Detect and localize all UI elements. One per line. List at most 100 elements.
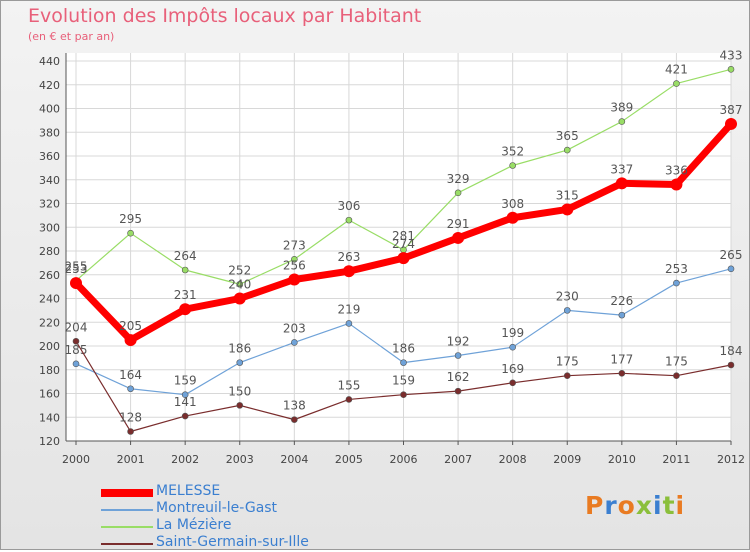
data-point-melesse [288, 273, 301, 286]
logo-letter: i [653, 491, 663, 520]
y-tick-label: 180 [39, 364, 60, 377]
data-label-la-m-zi-re: 421 [665, 63, 688, 77]
data-label-la-m-zi-re: 252 [228, 263, 251, 277]
x-tick-label: 2006 [390, 453, 418, 466]
data-point-melesse [70, 277, 82, 290]
data-label-melesse: 315 [556, 188, 579, 202]
data-label-saint-germain-sur-ille: 159 [392, 374, 415, 388]
data-point-melesse [506, 211, 519, 224]
data-point-montreuil-le-gast [673, 279, 680, 287]
data-label-la-m-zi-re: 389 [610, 101, 633, 115]
data-point-saint-germain-sur-ille [400, 391, 407, 398]
legend-swatch [101, 489, 153, 497]
data-point-la-m-zi-re [454, 189, 462, 197]
data-label-la-m-zi-re: 273 [283, 238, 306, 252]
data-point-melesse [561, 203, 574, 216]
data-point-montreuil-le-gast [291, 339, 298, 346]
legend-label: La Mézière [156, 517, 232, 533]
data-label-montreuil-le-gast: 219 [337, 302, 360, 316]
data-label-la-m-zi-re: 281 [392, 229, 415, 243]
data-point-montreuil-le-gast [727, 265, 735, 273]
y-tick-label: 240 [39, 293, 60, 306]
data-point-saint-germain-sur-ille [72, 337, 80, 345]
x-tick-label: 2010 [608, 453, 636, 466]
data-point-saint-germain-sur-ille [127, 428, 134, 435]
data-label-montreuil-le-gast: 226 [610, 294, 633, 308]
data-point-melesse [179, 303, 192, 316]
data-point-saint-germain-sur-ille [509, 379, 516, 387]
data-point-melesse [452, 231, 465, 244]
data-label-montreuil-le-gast: 159 [174, 374, 197, 388]
data-label-melesse: 387 [720, 103, 743, 117]
data-point-montreuil-le-gast [563, 307, 571, 314]
data-point-la-m-zi-re [618, 118, 626, 125]
data-label-la-m-zi-re: 352 [501, 145, 524, 159]
chart-title: Evolution des Impôts locaux par Habitant [28, 5, 422, 27]
y-tick-label: 260 [39, 269, 60, 282]
data-label-montreuil-le-gast: 192 [447, 335, 470, 349]
legend-label: Saint-Germain-sur-Ille [156, 534, 309, 550]
y-tick-label: 220 [39, 316, 60, 329]
data-label-saint-germain-sur-ille: 175 [665, 355, 688, 369]
data-label-melesse: 253 [65, 262, 88, 276]
data-label-melesse: 336 [665, 164, 688, 178]
legend-swatch [101, 526, 153, 528]
data-point-saint-germain-sur-ille [345, 396, 353, 403]
x-tick-label: 2009 [553, 453, 581, 466]
data-label-melesse: 291 [447, 217, 470, 231]
chart-subtitle: (en € et par an) [28, 30, 115, 43]
data-label-montreuil-le-gast: 199 [501, 326, 524, 340]
data-point-montreuil-le-gast [127, 385, 134, 393]
logo-letter: t [662, 491, 676, 520]
data-point-melesse [725, 117, 737, 130]
data-label-saint-germain-sur-ille: 175 [556, 355, 579, 369]
legend-swatch [101, 509, 153, 511]
data-point-melesse [124, 334, 137, 347]
data-point-melesse [342, 265, 355, 278]
data-label-la-m-zi-re: 365 [556, 129, 579, 143]
y-tick-label: 400 [39, 103, 60, 116]
y-tick-label: 360 [39, 150, 60, 163]
logo-letter: o [617, 491, 636, 520]
data-label-melesse: 205 [119, 319, 142, 333]
data-label-saint-germain-sur-ille: 204 [65, 320, 88, 334]
x-tick-label: 2001 [117, 453, 145, 466]
data-label-melesse: 274 [392, 237, 415, 251]
data-point-saint-germain-sur-ille [291, 416, 298, 423]
data-point-la-m-zi-re [563, 146, 571, 154]
data-label-saint-germain-sur-ille: 169 [501, 362, 524, 376]
data-point-saint-germain-sur-ille [618, 370, 626, 377]
data-point-montreuil-le-gast [345, 320, 353, 327]
logo-letter: x [635, 491, 653, 520]
data-label-montreuil-le-gast: 230 [556, 289, 579, 303]
x-tick-label: 2000 [62, 453, 90, 466]
data-point-la-m-zi-re [236, 280, 244, 288]
data-point-montreuil-le-gast [400, 359, 407, 366]
data-label-melesse: 308 [501, 197, 524, 211]
legend-swatch [101, 543, 153, 545]
data-label-la-m-zi-re: 329 [447, 172, 470, 186]
data-label-la-m-zi-re: 306 [337, 199, 360, 213]
data-point-montreuil-le-gast [236, 359, 244, 366]
data-label-saint-germain-sur-ille: 184 [720, 344, 743, 358]
x-tick-label: 2004 [280, 453, 308, 466]
data-label-la-m-zi-re: 264 [174, 249, 197, 263]
x-tick-label: 2011 [662, 453, 690, 466]
logo-letter: i [675, 491, 686, 520]
data-label-montreuil-le-gast: 186 [392, 342, 415, 356]
data-label-saint-germain-sur-ille: 150 [228, 384, 251, 398]
data-point-la-m-zi-re [673, 80, 680, 87]
data-point-melesse [397, 252, 410, 265]
y-tick-label: 280 [39, 245, 60, 258]
x-tick-label: 2007 [444, 453, 472, 466]
data-point-saint-germain-sur-ille [727, 361, 735, 369]
y-tick-label: 160 [39, 388, 60, 401]
data-label-melesse: 256 [283, 259, 306, 273]
data-point-montreuil-le-gast [181, 391, 189, 398]
data-label-saint-germain-sur-ille: 177 [610, 352, 633, 366]
data-label-melesse: 337 [610, 162, 633, 176]
data-point-saint-germain-sur-ille [454, 387, 462, 395]
data-label-la-m-zi-re: 295 [119, 212, 142, 226]
data-point-montreuil-le-gast [509, 343, 516, 351]
x-tick-label: 2002 [171, 453, 199, 466]
